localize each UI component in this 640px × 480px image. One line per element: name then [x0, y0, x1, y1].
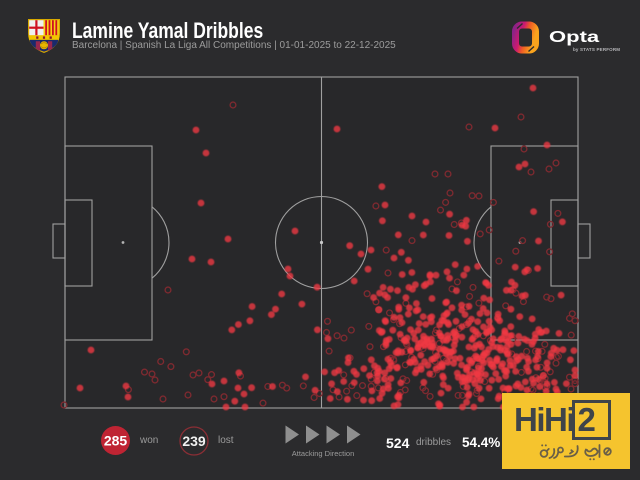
svg-text:285: 285: [104, 433, 128, 449]
svg-text:239: 239: [182, 433, 206, 449]
